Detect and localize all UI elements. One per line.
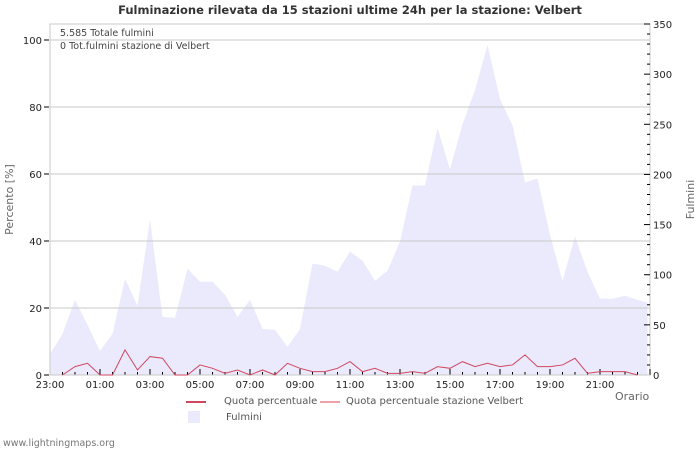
legend-line-icon xyxy=(186,400,206,403)
x-tick-label: 05:00 xyxy=(186,380,215,391)
x-axis-label: Orario xyxy=(615,390,650,403)
x-tick-label: 09:00 xyxy=(286,380,315,391)
legend-line-icon xyxy=(320,400,340,403)
x-tick-label: 21:00 xyxy=(586,380,615,391)
left-axis-label: Percento [%] xyxy=(3,164,16,235)
left-tick-label: 40 xyxy=(29,237,42,248)
right-tick-label: 100 xyxy=(653,271,672,282)
left-tick-label: 20 xyxy=(29,304,42,315)
right-tick-label: 250 xyxy=(653,120,672,131)
x-tick-label: 11:00 xyxy=(336,380,365,391)
right-tick-label: 150 xyxy=(653,221,672,232)
chart-title: Fulminazione rilevata da 15 stazioni ult… xyxy=(118,3,582,17)
x-tick-label: 19:00 xyxy=(536,380,565,391)
x-tick-label: 17:00 xyxy=(486,380,515,391)
x-tick-label: 23:00 xyxy=(36,380,65,391)
legend-quota: Quota percentuale xyxy=(186,396,317,407)
fulmini-area xyxy=(50,45,648,376)
right-tick-label: 300 xyxy=(653,70,672,81)
station-strikes-label: 0 Tot.fulmini stazione di Velbert xyxy=(60,41,210,52)
left-tick-label: 0 xyxy=(36,371,42,382)
x-tick-label: 01:00 xyxy=(86,380,115,391)
right-tick-label: 200 xyxy=(653,170,672,181)
source-link[interactable]: www.lightningmaps.org xyxy=(3,438,115,449)
total-strikes-label: 5.585 Totale fulmini xyxy=(60,28,154,39)
x-tick-label: 13:00 xyxy=(386,380,415,391)
x-tick-label: 03:00 xyxy=(136,380,165,391)
right-tick-label: 50 xyxy=(653,321,666,332)
legend-quota-station: Quota percentuale stazione Velbert xyxy=(320,396,523,407)
right-tick-label: 350 xyxy=(653,20,672,31)
left-tick-label: 80 xyxy=(29,103,42,114)
left-tick-label: 60 xyxy=(29,170,42,181)
legend-fulmini: Fulmini xyxy=(184,411,262,423)
x-tick-label: 15:00 xyxy=(436,380,465,391)
legend-area-icon xyxy=(188,411,200,423)
x-tick-label: 07:00 xyxy=(236,380,265,391)
legend-quota-station-label: Quota percentuale stazione Velbert xyxy=(346,396,524,407)
legend-fulmini-label: Fulmini xyxy=(226,411,262,423)
legend-quota-label: Quota percentuale xyxy=(224,396,318,407)
right-tick-label: 0 xyxy=(653,371,659,382)
right-axis-label: Fulmini xyxy=(684,180,697,220)
left-tick-label: 100 xyxy=(23,36,42,47)
quota-line xyxy=(62,348,638,376)
